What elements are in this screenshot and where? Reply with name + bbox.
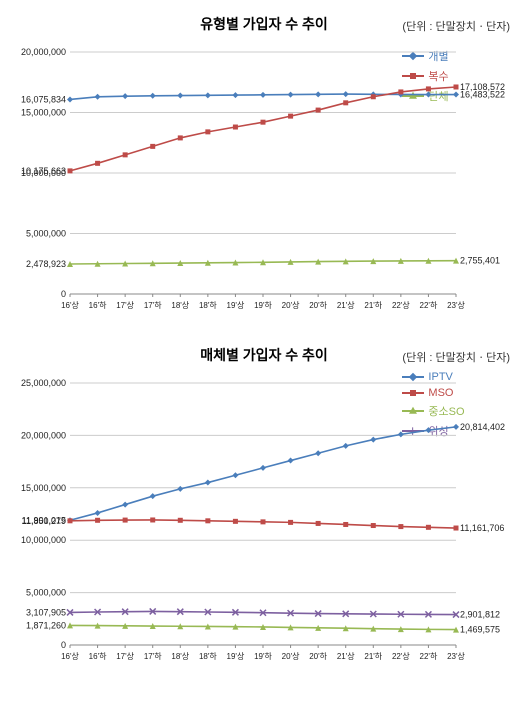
svg-text:22'상: 22'상 [392,300,410,310]
svg-text:17'하: 17'하 [144,300,162,310]
unit-label: (단위 : 단말장치ㆍ단자) [402,18,514,34]
svg-text:17'상: 17'상 [116,300,134,310]
svg-text:5,000,000: 5,000,000 [26,588,66,598]
svg-text:20,814,402: 20,814,402 [460,422,505,432]
svg-text:2,478,923: 2,478,923 [26,259,66,269]
svg-text:19'상: 19'상 [227,300,245,310]
chart-type-subscribers: (단위 : 단말장치ㆍ단자) 개별 복수 단체 유형별 가입자 수 추이 05,… [10,14,518,325]
svg-text:22'하: 22'하 [420,300,438,310]
svg-text:10,000,000: 10,000,000 [21,535,66,545]
svg-text:15,000,000: 15,000,000 [21,108,66,118]
svg-text:16'상: 16'상 [61,300,79,310]
svg-text:16'하: 16'하 [89,651,107,661]
chart2-plot: 0 5,000,000 10,000,000 15,000,000 20,000,000… [10,373,518,673]
svg-text:5,000,000: 5,000,000 [26,229,66,239]
svg-text:19'상: 19'상 [227,651,245,661]
svg-text:21'상: 21'상 [337,651,355,661]
svg-text:18'하: 18'하 [199,300,217,310]
svg-text:22'상: 22'상 [392,651,410,661]
svg-text:18'하: 18'하 [199,651,217,661]
unit-label: (단위 : 단말장치ㆍ단자) [402,349,514,365]
chart-media-subscribers: (단위 : 단말장치ㆍ단자) IPTV MSO 중소SO 위성 매체별 가입자 … [10,345,518,676]
svg-text:20'상: 20'상 [282,300,300,310]
svg-text:18'상: 18'상 [171,300,189,310]
svg-text:18'상: 18'상 [171,651,189,661]
svg-text:17'상: 17'상 [116,651,134,661]
svg-text:0: 0 [61,289,66,299]
svg-text:10,175,663: 10,175,663 [21,166,66,176]
svg-text:11,850,279: 11,850,279 [22,516,66,526]
svg-text:21'하: 21'하 [364,651,382,661]
svg-text:20'하: 20'하 [309,651,327,661]
svg-text:20'하: 20'하 [309,300,327,310]
svg-text:16,075,834: 16,075,834 [21,94,66,104]
chart1-plot: 05,000,00010,000,00015,000,00020,000,000… [10,42,518,322]
svg-text:3,107,905: 3,107,905 [26,607,66,617]
svg-text:17'하: 17'하 [144,651,162,661]
svg-text:2,755,401: 2,755,401 [460,256,500,266]
svg-text:23'상: 23'상 [447,651,465,661]
svg-text:16'하: 16'하 [89,300,107,310]
svg-text:16,483,522: 16,483,522 [460,90,505,100]
svg-text:19'하: 19'하 [254,300,272,310]
svg-text:1,469,575: 1,469,575 [460,625,500,635]
svg-text:21'하: 21'하 [364,300,382,310]
svg-text:1,871,260: 1,871,260 [26,620,66,630]
svg-text:15,000,000: 15,000,000 [21,483,66,493]
svg-text:20,000,000: 20,000,000 [21,430,66,440]
svg-text:20,000,000: 20,000,000 [21,47,66,57]
svg-text:20'상: 20'상 [282,651,300,661]
svg-text:21'상: 21'상 [337,300,355,310]
svg-text:25,000,000: 25,000,000 [21,378,66,388]
svg-text:11,161,706: 11,161,706 [460,523,504,533]
svg-text:0: 0 [61,640,66,650]
svg-text:23'상: 23'상 [447,300,465,310]
svg-text:2,901,812: 2,901,812 [460,610,500,620]
svg-text:19'하: 19'하 [254,651,272,661]
svg-text:22'하: 22'하 [420,651,438,661]
svg-text:16'상: 16'상 [61,651,79,661]
